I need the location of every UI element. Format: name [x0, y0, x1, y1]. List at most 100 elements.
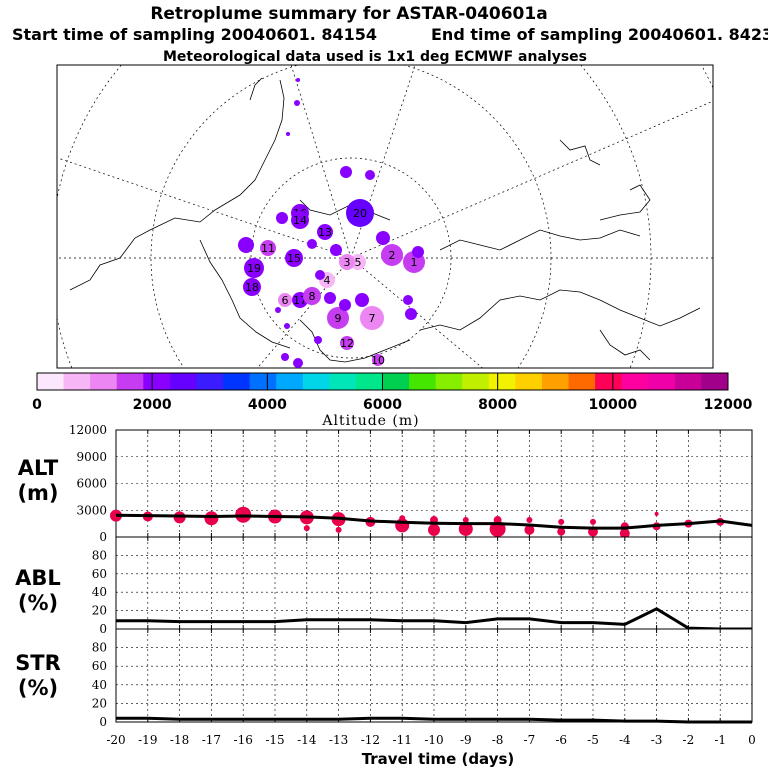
start-time-label: Start time of sampling 20040601. 84154	[12, 25, 377, 44]
colorbar-tick-label: 6000	[363, 397, 402, 413]
colorbar-segment	[462, 373, 490, 390]
plume-markers: 2019181716151413121110987654321	[238, 78, 425, 368]
plume-marker	[327, 307, 349, 329]
x-tick-label: -17	[202, 733, 221, 747]
plume-day-label: 20	[353, 207, 367, 220]
coastlines	[69, 77, 701, 363]
plume-marker	[278, 293, 292, 307]
plume-particle	[405, 308, 417, 320]
plume-day-label: 5	[355, 256, 362, 269]
str-panel-ytick-label: 20	[92, 696, 107, 710]
alt-panel-ytick-label: 0	[99, 530, 107, 544]
colorbar-tick-label: 4000	[248, 397, 287, 413]
plume-marker	[360, 306, 384, 330]
colorbar-segment	[568, 373, 596, 390]
alt-mean-line	[115, 513, 753, 530]
plume-particle	[340, 166, 352, 178]
x-tick-label: 0	[748, 733, 756, 747]
colorbar-segment	[515, 373, 543, 390]
colorbar-segment	[169, 373, 197, 390]
abl-label-bottom: (%)	[18, 591, 58, 615]
plume-day-label: 3	[344, 256, 351, 269]
plume-marker	[285, 249, 303, 267]
plume-particle	[238, 237, 254, 253]
abl-panel-ytick-label: 0	[99, 622, 107, 636]
plume-particle	[339, 299, 351, 311]
x-tick-label: -1	[714, 733, 726, 747]
abl-panel-ytick-label: 60	[92, 567, 107, 581]
alt-scatter-point	[558, 518, 565, 525]
x-tick-label: -2	[683, 733, 695, 747]
x-axis-label: Travel time (days)	[362, 750, 515, 768]
end-time-label: End time of sampling 20040601. 84234	[431, 25, 768, 44]
colorbar-segment	[648, 373, 676, 390]
alt-scatter-point	[428, 523, 440, 536]
map-graticule	[57, 65, 713, 368]
plume-day-label: 1	[411, 256, 418, 269]
altitude-colorbar: 0 2000 4000 6000 8000 10000 12000	[32, 372, 753, 413]
plume-marker	[350, 254, 366, 270]
colorbar-tick-label: 8000	[478, 397, 517, 413]
colorbar-segment	[435, 373, 463, 390]
plume-particle	[296, 78, 300, 82]
colorbar-segment	[223, 373, 251, 390]
abl-label-top: ABL	[15, 566, 61, 590]
x-tick-label: -14	[297, 733, 317, 747]
plume-particle	[412, 246, 424, 258]
plume-particle	[281, 353, 289, 361]
colorbar-label: Altitude (m)	[321, 413, 419, 429]
plume-marker	[372, 354, 384, 366]
alt-scatter-point	[204, 511, 219, 526]
alt-scatter-point	[335, 526, 342, 533]
plume-marker	[346, 199, 374, 227]
alt-scatter-point	[590, 518, 596, 525]
x-tick-label: -5	[587, 733, 599, 747]
alt-panel-ytick-label: 12000	[69, 423, 107, 437]
colorbar-segment	[276, 373, 304, 390]
alt-panel: 12000 9000 6000 3000 0	[69, 423, 753, 544]
x-tick-label: -18	[170, 733, 189, 747]
plume-particle	[294, 100, 300, 106]
x-tick-label: -12	[361, 733, 380, 747]
x-tick-label: -13	[329, 733, 348, 747]
str-label-bottom: (%)	[18, 676, 58, 700]
plume-particle	[286, 132, 290, 136]
str-panel-ytick-label: 0	[99, 715, 107, 729]
colorbar-segment	[701, 373, 729, 390]
str-line	[116, 716, 752, 724]
x-tick-label: -6	[555, 733, 567, 747]
colorbar-segment	[116, 373, 144, 390]
abl-line	[116, 607, 752, 631]
plume-particle	[275, 307, 281, 313]
x-tick-label: -3	[651, 733, 663, 747]
plume-day-label: 4	[324, 274, 331, 287]
plume-marker	[381, 244, 403, 266]
x-tick-label: -11	[393, 733, 412, 747]
alt-panel-ytick-label: 6000	[76, 477, 107, 491]
colorbar-segment	[355, 373, 383, 390]
alt-panel-ytick-label: 3000	[76, 503, 107, 517]
abl-panel-ytick-label: 80	[92, 548, 107, 562]
x-tick-label: -8	[492, 733, 504, 747]
x-axis: -20 -19 -18 -17 -16 -15 -14 -13 -12 -11 -10 -9 -8 -7-…	[106, 733, 755, 747]
colorbar-segment	[382, 373, 410, 390]
plume-particle	[284, 323, 290, 329]
plume-particle	[315, 270, 325, 280]
plume-marker	[244, 258, 264, 278]
met-data-label: Meteorological data used is 1x1 deg ECMW…	[163, 49, 587, 65]
plume-particle	[365, 170, 375, 180]
plume-day-label: 10	[371, 354, 385, 367]
plume-particle	[330, 244, 342, 256]
plume-particle	[293, 358, 303, 368]
alt-scatter-point	[654, 511, 659, 516]
plume-day-label: 7	[369, 312, 376, 325]
alt-scatter-point	[524, 524, 535, 535]
plume-marker	[317, 224, 333, 240]
alt-label-top: ALT	[18, 456, 59, 480]
x-tick-label: -15	[265, 733, 284, 747]
plume-particle	[403, 295, 413, 305]
colorbar-segment	[488, 373, 516, 390]
plume-day-label: 13	[318, 226, 332, 239]
colorbar-segment	[329, 373, 357, 390]
